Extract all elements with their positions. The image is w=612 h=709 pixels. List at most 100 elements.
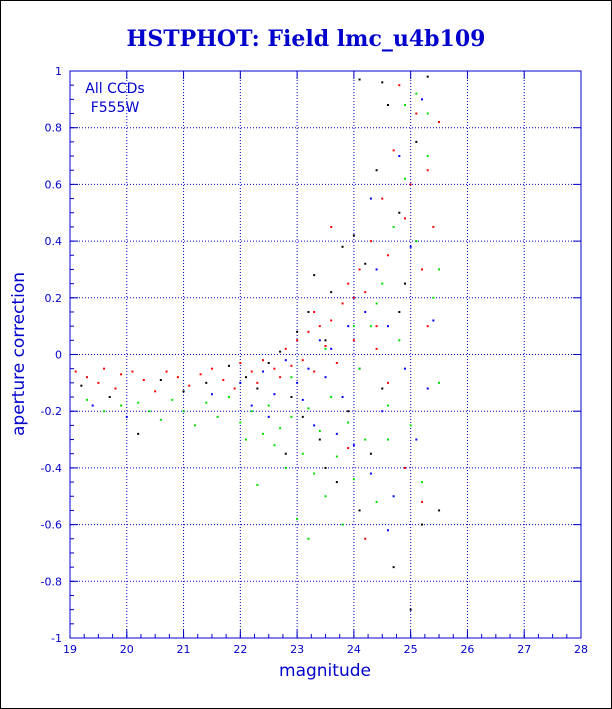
data-point bbox=[421, 500, 424, 503]
data-point bbox=[409, 183, 412, 186]
data-point bbox=[330, 291, 333, 294]
x-tick-label: 19 bbox=[63, 643, 77, 656]
data-point bbox=[307, 330, 310, 333]
data-point bbox=[262, 359, 265, 362]
data-point bbox=[375, 325, 378, 328]
y-tick-label: 0.2 bbox=[45, 292, 63, 305]
data-point bbox=[415, 112, 418, 115]
data-point bbox=[290, 376, 293, 379]
data-point bbox=[273, 393, 276, 396]
data-point bbox=[415, 438, 418, 441]
data-point bbox=[267, 404, 270, 407]
data-point bbox=[330, 319, 333, 322]
data-point bbox=[284, 359, 287, 362]
data-point bbox=[284, 452, 287, 455]
data-point bbox=[227, 364, 230, 367]
data-point bbox=[301, 452, 304, 455]
data-point bbox=[369, 240, 372, 243]
data-point bbox=[296, 330, 299, 333]
x-tick-label: 25 bbox=[404, 643, 418, 656]
data-point bbox=[148, 410, 151, 413]
data-point bbox=[347, 282, 350, 285]
annotation-ccds: All CCDs bbox=[85, 81, 144, 97]
data-point bbox=[250, 404, 253, 407]
data-point bbox=[352, 234, 355, 237]
data-point bbox=[313, 472, 316, 475]
data-point bbox=[227, 396, 230, 399]
data-point bbox=[125, 415, 128, 418]
data-point bbox=[233, 387, 236, 390]
data-point bbox=[386, 529, 389, 532]
data-point bbox=[335, 362, 338, 365]
data-point bbox=[159, 418, 162, 421]
data-point bbox=[216, 415, 219, 418]
data-point bbox=[369, 472, 372, 475]
data-point bbox=[250, 410, 253, 413]
data-point bbox=[347, 421, 350, 424]
data-point bbox=[313, 274, 316, 277]
data-point bbox=[205, 401, 208, 404]
data-point bbox=[352, 296, 355, 299]
data-point bbox=[318, 430, 321, 433]
data-point bbox=[182, 390, 185, 393]
data-point bbox=[307, 407, 310, 410]
data-point bbox=[137, 401, 140, 404]
data-points bbox=[74, 75, 441, 611]
data-point bbox=[386, 381, 389, 384]
data-point bbox=[239, 362, 242, 365]
data-point bbox=[335, 481, 338, 484]
data-point bbox=[415, 240, 418, 243]
data-point bbox=[358, 509, 361, 512]
data-point bbox=[426, 155, 429, 158]
x-axis-label: magnitude bbox=[279, 661, 371, 681]
data-point bbox=[199, 373, 202, 376]
data-point bbox=[176, 376, 179, 379]
data-point bbox=[403, 367, 406, 370]
data-point bbox=[415, 140, 418, 143]
data-point bbox=[284, 347, 287, 350]
data-point bbox=[313, 424, 316, 427]
data-point bbox=[364, 438, 367, 441]
data-point bbox=[250, 370, 253, 373]
data-point bbox=[193, 424, 196, 427]
data-point bbox=[375, 268, 378, 271]
data-point bbox=[403, 466, 406, 469]
data-point bbox=[301, 398, 304, 401]
x-tick-label: 26 bbox=[460, 643, 474, 656]
data-point bbox=[358, 268, 361, 271]
data-point bbox=[301, 359, 304, 362]
data-point bbox=[421, 268, 424, 271]
y-tick-label: 0.4 bbox=[45, 235, 63, 248]
y-tick-label: -0.4 bbox=[41, 462, 62, 475]
data-point bbox=[364, 537, 367, 540]
data-point bbox=[256, 381, 259, 384]
y-axis-label: aperture correction bbox=[9, 272, 29, 436]
x-tick-label: 20 bbox=[120, 643, 134, 656]
data-point bbox=[426, 325, 429, 328]
data-point bbox=[341, 302, 344, 305]
data-point bbox=[381, 387, 384, 390]
x-tick-label: 23 bbox=[290, 643, 304, 656]
data-point bbox=[165, 370, 168, 373]
data-point bbox=[307, 537, 310, 540]
data-point bbox=[386, 325, 389, 328]
data-point bbox=[279, 350, 282, 353]
data-point bbox=[381, 282, 384, 285]
data-point bbox=[154, 390, 157, 393]
data-point bbox=[392, 566, 395, 569]
data-point bbox=[375, 302, 378, 305]
data-point bbox=[290, 415, 293, 418]
data-point bbox=[313, 370, 316, 373]
data-point bbox=[392, 495, 395, 498]
data-point bbox=[324, 339, 327, 342]
data-point bbox=[307, 310, 310, 313]
data-point bbox=[330, 347, 333, 350]
data-point bbox=[273, 367, 276, 370]
data-point bbox=[341, 396, 344, 399]
data-point bbox=[188, 384, 191, 387]
data-point bbox=[256, 387, 259, 390]
data-point bbox=[358, 78, 361, 81]
data-point bbox=[364, 262, 367, 265]
data-point bbox=[142, 379, 145, 382]
data-point bbox=[324, 466, 327, 469]
